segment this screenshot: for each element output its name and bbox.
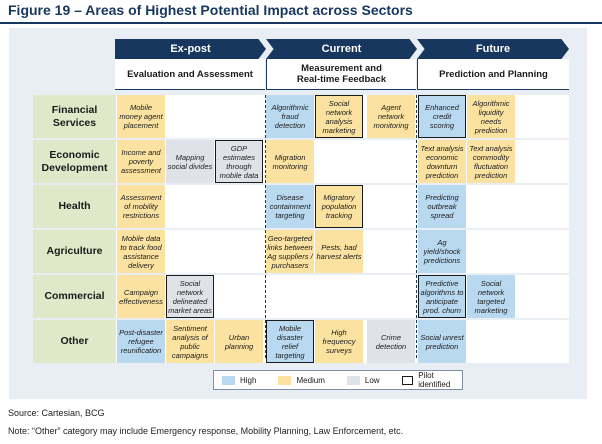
legend-item-low: Low bbox=[346, 375, 380, 385]
category-note: Note: “Other” category may include Emerg… bbox=[8, 426, 404, 436]
impact-cell-text: Mapping social divides bbox=[167, 152, 213, 171]
impact-cell: Agent network monitoring bbox=[367, 95, 415, 138]
impact-cell: Disease containment targeting bbox=[266, 185, 314, 228]
impact-cell: Assessment of mobility restrictions bbox=[117, 185, 165, 228]
impact-cell: Campaign effectiveness bbox=[117, 275, 165, 318]
phase-sublabel-current: Measurement and Real-time Feedback bbox=[266, 59, 416, 90]
impact-cell-text: Migration monitoring bbox=[272, 152, 308, 171]
sector-label: Economic Development bbox=[33, 140, 116, 183]
impact-cell-text: Crime detection bbox=[375, 332, 407, 351]
impact-cell-text: Income and poverty assessment bbox=[120, 148, 162, 175]
legend-item-high: High bbox=[222, 375, 257, 385]
impact-cell-text: Social network analysis marketing bbox=[322, 98, 356, 135]
legend-swatch-medium bbox=[278, 375, 292, 385]
impact-cell-text: Migratory population tracking bbox=[321, 193, 357, 220]
impact-cell: Predictive algorithms to anticipate prod… bbox=[418, 275, 466, 318]
legend-label-high: High bbox=[240, 375, 257, 385]
figure-title: Figure 19 – Areas of Highest Potential I… bbox=[8, 2, 413, 18]
legend-label-low: Low bbox=[364, 375, 380, 385]
impact-cell-text: Predictive algorithms to anticipate prod… bbox=[420, 278, 464, 315]
phase-sublabel-current-text: Measurement and Real-time Feedback bbox=[296, 63, 387, 85]
impact-cell: Urban planning bbox=[215, 320, 263, 363]
impact-cell-text: Campaign effectiveness bbox=[119, 287, 163, 306]
legend-item-medium: Medium bbox=[278, 375, 325, 385]
impact-cell: High frequency surveys bbox=[315, 320, 363, 363]
impact-cell-text: Social network delineated market areas bbox=[168, 278, 212, 315]
impact-cell-text: Text analysis economic downturn predicti… bbox=[420, 143, 464, 180]
impact-cell: Pests, bad harvest alerts bbox=[315, 230, 363, 273]
impact-cell: Mobile money agent placement bbox=[117, 95, 165, 138]
impact-cell: Algorithmic fraud detection bbox=[266, 95, 314, 138]
phase-header-current: Current bbox=[266, 39, 417, 59]
impact-cell-text: Post-disaster refugee reunification bbox=[119, 328, 163, 355]
impact-cell-text: Urban planning bbox=[224, 332, 254, 351]
impact-cell: Migration monitoring bbox=[266, 140, 314, 183]
impact-cell-text: Pests, bad harvest alerts bbox=[316, 242, 362, 261]
impact-cell-text: Mobile data to track food assistance del… bbox=[120, 233, 162, 270]
title-rule bbox=[0, 22, 602, 24]
impact-cell-text: Predicting outbreak spread bbox=[425, 193, 459, 220]
impact-cell: Social network analysis marketing bbox=[315, 95, 363, 138]
impact-cell: Geo-targeted links between Ag suppliers … bbox=[266, 230, 314, 273]
sector-label: Financial Services bbox=[33, 95, 116, 138]
impact-cell: Social unrest prediction bbox=[418, 320, 466, 363]
impact-cell: Mobile data to track food assistance del… bbox=[117, 230, 165, 273]
phase-sublabel-ex-post: Evaluation and Assessment bbox=[115, 59, 265, 90]
impact-cell-text: Algorithmic fraud detection bbox=[271, 103, 309, 130]
impact-cell-text: Disease containment targeting bbox=[269, 193, 311, 220]
impact-cell-text: Ag yield/shock predictions bbox=[423, 238, 461, 265]
legend-item-pilot: Pilot identified bbox=[401, 371, 462, 389]
sector-label: Commercial bbox=[33, 275, 116, 318]
impact-cell-text: Algorithmic liquidity needs prediction bbox=[472, 98, 510, 135]
phase-header-future: Future bbox=[417, 39, 569, 59]
impact-cell-text: Social network targeted marketing bbox=[474, 278, 508, 315]
sector-label: Health bbox=[33, 185, 116, 228]
impact-cell-text: Agent network monitoring bbox=[373, 103, 409, 130]
impact-cell-text: Social unrest prediction bbox=[420, 332, 464, 351]
impact-cell-text: Sentiment analysis of public campaigns bbox=[171, 323, 209, 360]
impact-cell: Predicting outbreak spread bbox=[418, 185, 466, 228]
sector-label: Agriculture bbox=[33, 230, 116, 273]
impact-cell-text: GDP estimates through mobile data bbox=[219, 143, 259, 180]
impact-cell-text: Geo-targeted links between Ag suppliers … bbox=[267, 233, 313, 270]
impact-cell-text: Assessment of mobility restrictions bbox=[120, 193, 162, 220]
impact-cell-text: Mobile disaster relief targeting bbox=[275, 323, 305, 360]
legend-swatch-pilot bbox=[401, 375, 414, 385]
impact-cell: Social network delineated market areas bbox=[166, 275, 214, 318]
legend-swatch-low bbox=[346, 375, 360, 385]
impact-cell: Migratory population tracking bbox=[315, 185, 363, 228]
phase-header-ex-post: Ex-post bbox=[115, 39, 266, 59]
phase-divider-2 bbox=[416, 95, 417, 358]
impact-cell: Income and poverty assessment bbox=[117, 140, 165, 183]
impact-cell: Ag yield/shock predictions bbox=[418, 230, 466, 273]
phase-sublabel-future: Prediction and Planning bbox=[417, 59, 569, 90]
source-note: Source: Cartesian, BCG bbox=[8, 408, 105, 418]
impact-cell: Social network targeted marketing bbox=[467, 275, 515, 318]
impact-cell: Enhanced credit scoring bbox=[418, 95, 466, 138]
impact-cell: Mobile disaster relief targeting bbox=[266, 320, 314, 363]
impact-cell: Sentiment analysis of public campaigns bbox=[166, 320, 214, 363]
impact-cell: Mapping social divides bbox=[166, 140, 214, 183]
impact-cell: Crime detection bbox=[367, 320, 415, 363]
legend-swatch-high bbox=[222, 375, 235, 385]
legend-label-medium: Medium bbox=[296, 375, 325, 385]
legend: High Medium Low Pilot identified bbox=[213, 370, 463, 390]
impact-cell-text: Enhanced credit scoring bbox=[425, 103, 459, 130]
impact-cell-text: Mobile money agent placement bbox=[119, 103, 163, 130]
impact-cell: Algorithmic liquidity needs prediction bbox=[467, 95, 515, 138]
phase-divider-1 bbox=[265, 95, 266, 358]
impact-cell: GDP estimates through mobile data bbox=[215, 140, 263, 183]
sector-label: Other bbox=[33, 320, 116, 363]
impact-cell: Text analysis economic downturn predicti… bbox=[418, 140, 466, 183]
impact-cell-text: Text analysis commodity fluctuation pred… bbox=[469, 143, 513, 180]
impact-cell: Post-disaster refugee reunification bbox=[117, 320, 165, 363]
impact-cell: Text analysis commodity fluctuation pred… bbox=[467, 140, 515, 183]
impact-cell-text: High frequency surveys bbox=[322, 328, 356, 355]
legend-label-pilot: Pilot identified bbox=[418, 371, 451, 389]
